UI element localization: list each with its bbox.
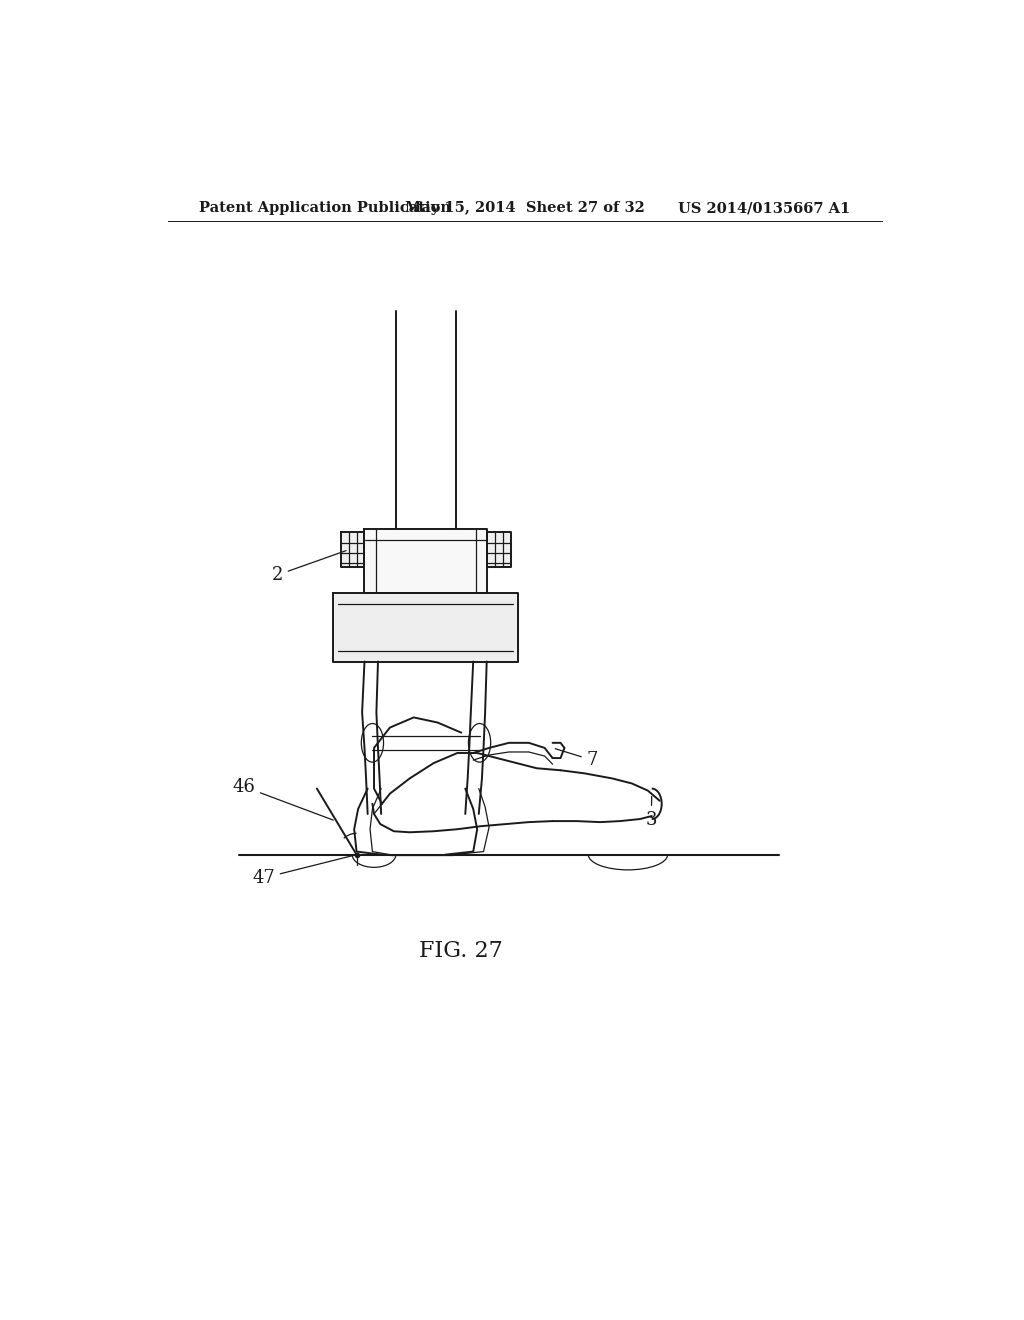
Text: 47: 47 <box>252 855 354 887</box>
Text: FIG. 27: FIG. 27 <box>420 940 503 962</box>
Polygon shape <box>333 594 518 661</box>
Text: 7: 7 <box>555 748 598 770</box>
Text: 46: 46 <box>232 777 334 820</box>
Text: Patent Application Publication: Patent Application Publication <box>200 201 452 215</box>
Polygon shape <box>486 532 511 568</box>
Text: 2: 2 <box>271 550 346 585</box>
Text: US 2014/0135667 A1: US 2014/0135667 A1 <box>678 201 850 215</box>
Polygon shape <box>341 532 365 568</box>
Polygon shape <box>365 529 486 594</box>
Text: May 15, 2014  Sheet 27 of 32: May 15, 2014 Sheet 27 of 32 <box>404 201 645 215</box>
Text: 3: 3 <box>645 796 657 829</box>
